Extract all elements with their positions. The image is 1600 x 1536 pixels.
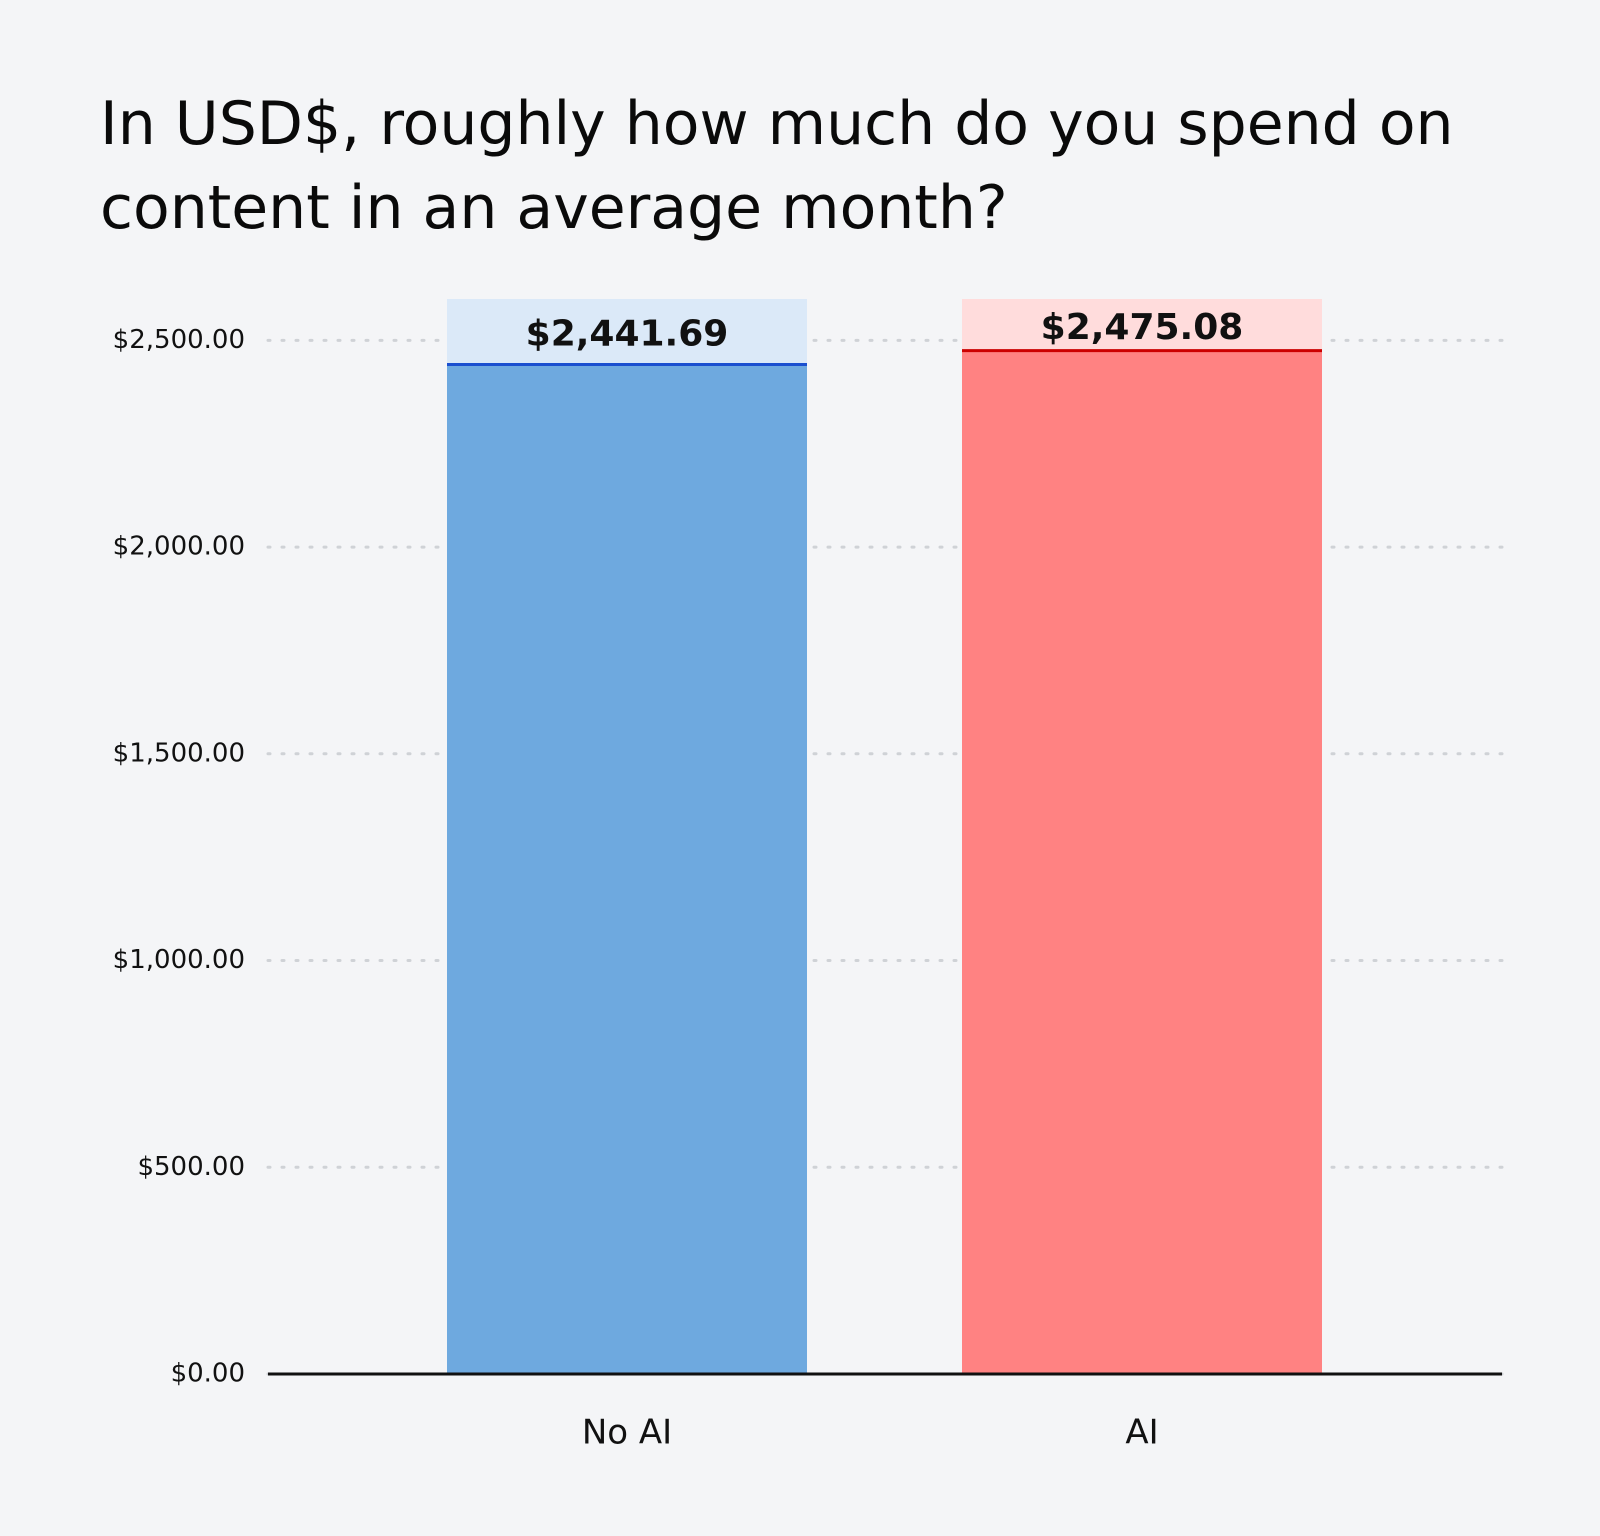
y-tick-label: $500.00 bbox=[137, 1152, 245, 1182]
y-tick-label: $2,000.00 bbox=[113, 532, 245, 562]
y-tick-label: $1,000.00 bbox=[113, 945, 245, 975]
y-tick-label: $2,500.00 bbox=[113, 325, 245, 355]
value-label: $2,441.69 bbox=[526, 314, 729, 355]
chart-title: In USD$, roughly how much do you spend o… bbox=[100, 89, 1454, 243]
x-tick-label: No AI bbox=[582, 1413, 672, 1453]
bar bbox=[447, 364, 807, 1375]
label-box bbox=[962, 299, 1322, 351]
x-tick-label: AI bbox=[1125, 1413, 1158, 1453]
label-box bbox=[447, 299, 807, 365]
y-tick-label: $1,500.00 bbox=[113, 738, 245, 768]
value-label: $2,475.08 bbox=[1041, 307, 1244, 348]
y-tick-label: $0.00 bbox=[171, 1359, 245, 1389]
bar bbox=[962, 350, 1322, 1374]
